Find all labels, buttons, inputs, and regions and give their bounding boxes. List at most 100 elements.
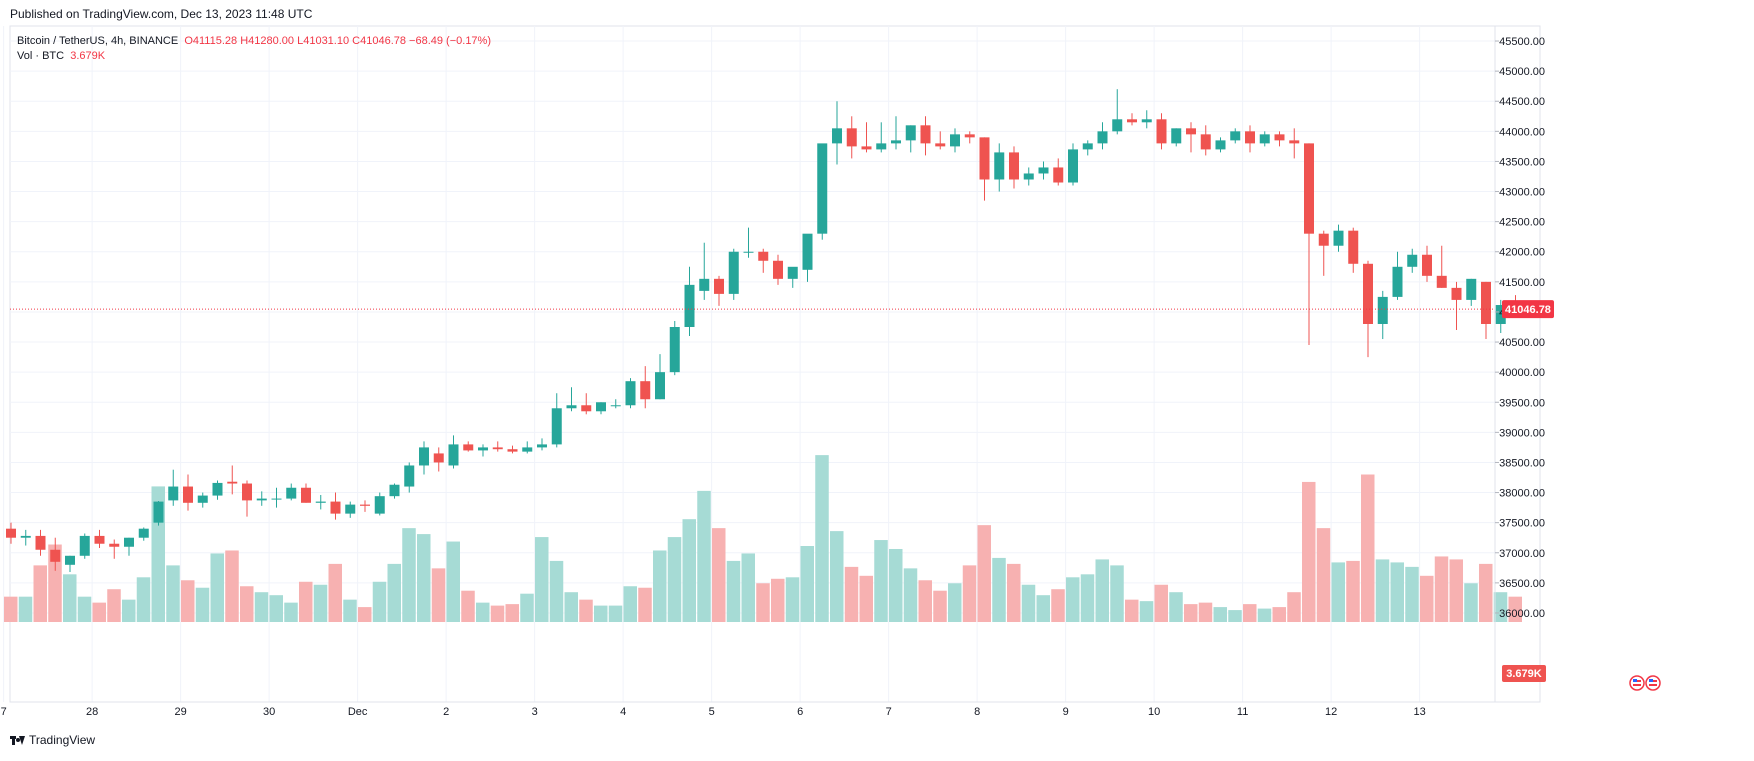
candle-body [492, 447, 503, 450]
candle [1053, 158, 1064, 186]
time-tick-label: 8 [974, 706, 980, 718]
candle-body [728, 251, 739, 294]
volume-bar [431, 568, 446, 622]
footer-brand-text: TradingView [29, 733, 96, 747]
candle-body [1422, 254, 1432, 276]
volume-bar [1036, 595, 1050, 622]
candle [183, 474, 193, 511]
volume-bar [682, 519, 696, 622]
volume-bar [387, 563, 401, 622]
candle [1466, 278, 1477, 306]
chart-legend: Bitcoin / TetherUS, 4h, BINANCE O41115.2… [17, 34, 491, 64]
candle [1333, 224, 1344, 252]
candle [581, 393, 592, 415]
volume-bar [874, 540, 888, 622]
candle-body [79, 535, 90, 556]
candle [20, 529, 31, 546]
volume-bar [815, 455, 829, 622]
volume-bar [1139, 601, 1154, 622]
candle [1318, 230, 1329, 276]
event-flags[interactable] [1629, 675, 1661, 691]
event-flag-ring [1645, 675, 1661, 691]
volume-bar [476, 602, 490, 622]
candle-body [1053, 167, 1064, 183]
candle [374, 492, 385, 516]
legend-symbol[interactable]: Bitcoin / TetherUS, 4h, BINANCE [17, 35, 179, 47]
candle [1245, 125, 1255, 153]
candle [301, 483, 311, 503]
candle [1068, 143, 1078, 186]
candle-body [1082, 143, 1093, 150]
candle-body [581, 405, 592, 412]
candle [79, 533, 90, 559]
candle-body [138, 528, 149, 538]
volume-bar [122, 599, 136, 622]
volume-bar [446, 541, 460, 622]
candle-body [1141, 119, 1152, 123]
published-header: Published on TradingView.com, Dec 13, 20… [10, 7, 313, 21]
candle-body [1156, 119, 1167, 144]
candle-body [846, 128, 857, 147]
candle-body [1023, 173, 1034, 180]
time-tick-label: 4 [620, 706, 626, 718]
event-flag-ring [1629, 675, 1645, 691]
candle [1186, 122, 1196, 153]
volume-bar [1375, 559, 1390, 622]
price-tick-label: 41500.00 [1499, 277, 1545, 289]
volume-bar [92, 602, 106, 622]
legend-volume-label[interactable]: Vol · BTC [17, 50, 65, 62]
candle-body [65, 555, 75, 565]
volume-bar [1464, 583, 1478, 622]
candle-body [1451, 287, 1462, 300]
candle [1304, 143, 1314, 346]
candle [787, 266, 798, 288]
volume-bar [579, 599, 593, 622]
volume-bar [240, 586, 254, 622]
candle-body [1068, 149, 1078, 183]
volume-bar [564, 592, 578, 622]
candle-body [463, 444, 474, 451]
volume-bar [18, 596, 33, 622]
volume-bar [1302, 481, 1316, 622]
price-axis[interactable]: 36000.00 36500.00 37000.00 37500.00 38000.00… [1494, 26, 1545, 702]
candle [640, 366, 651, 409]
candle-body [1200, 134, 1211, 150]
candle [360, 500, 370, 512]
price-tick-label: 38000.00 [1499, 488, 1545, 500]
candle [817, 143, 828, 240]
volume-bar [1479, 563, 1493, 622]
time-axis[interactable]: 7 28 29 30 Dec 2 3 4 5 6 7 8 9 10 11 12 13 [1, 701, 1540, 718]
candle [94, 529, 105, 548]
volume-bar [1257, 608, 1272, 622]
candle-body [655, 372, 665, 400]
volume-bar [1508, 596, 1522, 622]
time-tick-label: 7 [886, 706, 892, 718]
volume-bar [1095, 559, 1109, 622]
volume-bar [166, 565, 180, 622]
candle-body [994, 152, 1005, 180]
legend-close: C41046.78 [352, 35, 406, 47]
candle [463, 441, 474, 452]
legend-change: −68.49 (−0.17%) [409, 35, 491, 47]
volume-bar [1243, 604, 1257, 622]
volume-bar [343, 599, 357, 622]
candle-body [1112, 119, 1123, 132]
time-tick-label: 7 [1, 706, 7, 718]
volume-bar [299, 581, 313, 622]
volume-bar [328, 563, 342, 622]
price-tick-label: 38500.00 [1499, 457, 1545, 469]
candle-body [522, 447, 533, 452]
legend-low: L41031.10 [297, 35, 350, 47]
candle-body [802, 233, 813, 270]
footer-brand[interactable]: TradingView [10, 733, 95, 747]
candle [1495, 299, 1506, 334]
candle-body [979, 137, 990, 180]
candle-body [227, 481, 238, 484]
candle [419, 441, 429, 475]
volume-bar [63, 574, 77, 622]
candle [1200, 125, 1211, 156]
event-flag-stripe [1649, 684, 1657, 686]
candle [566, 387, 577, 412]
time-tick-label: 6 [797, 706, 803, 718]
